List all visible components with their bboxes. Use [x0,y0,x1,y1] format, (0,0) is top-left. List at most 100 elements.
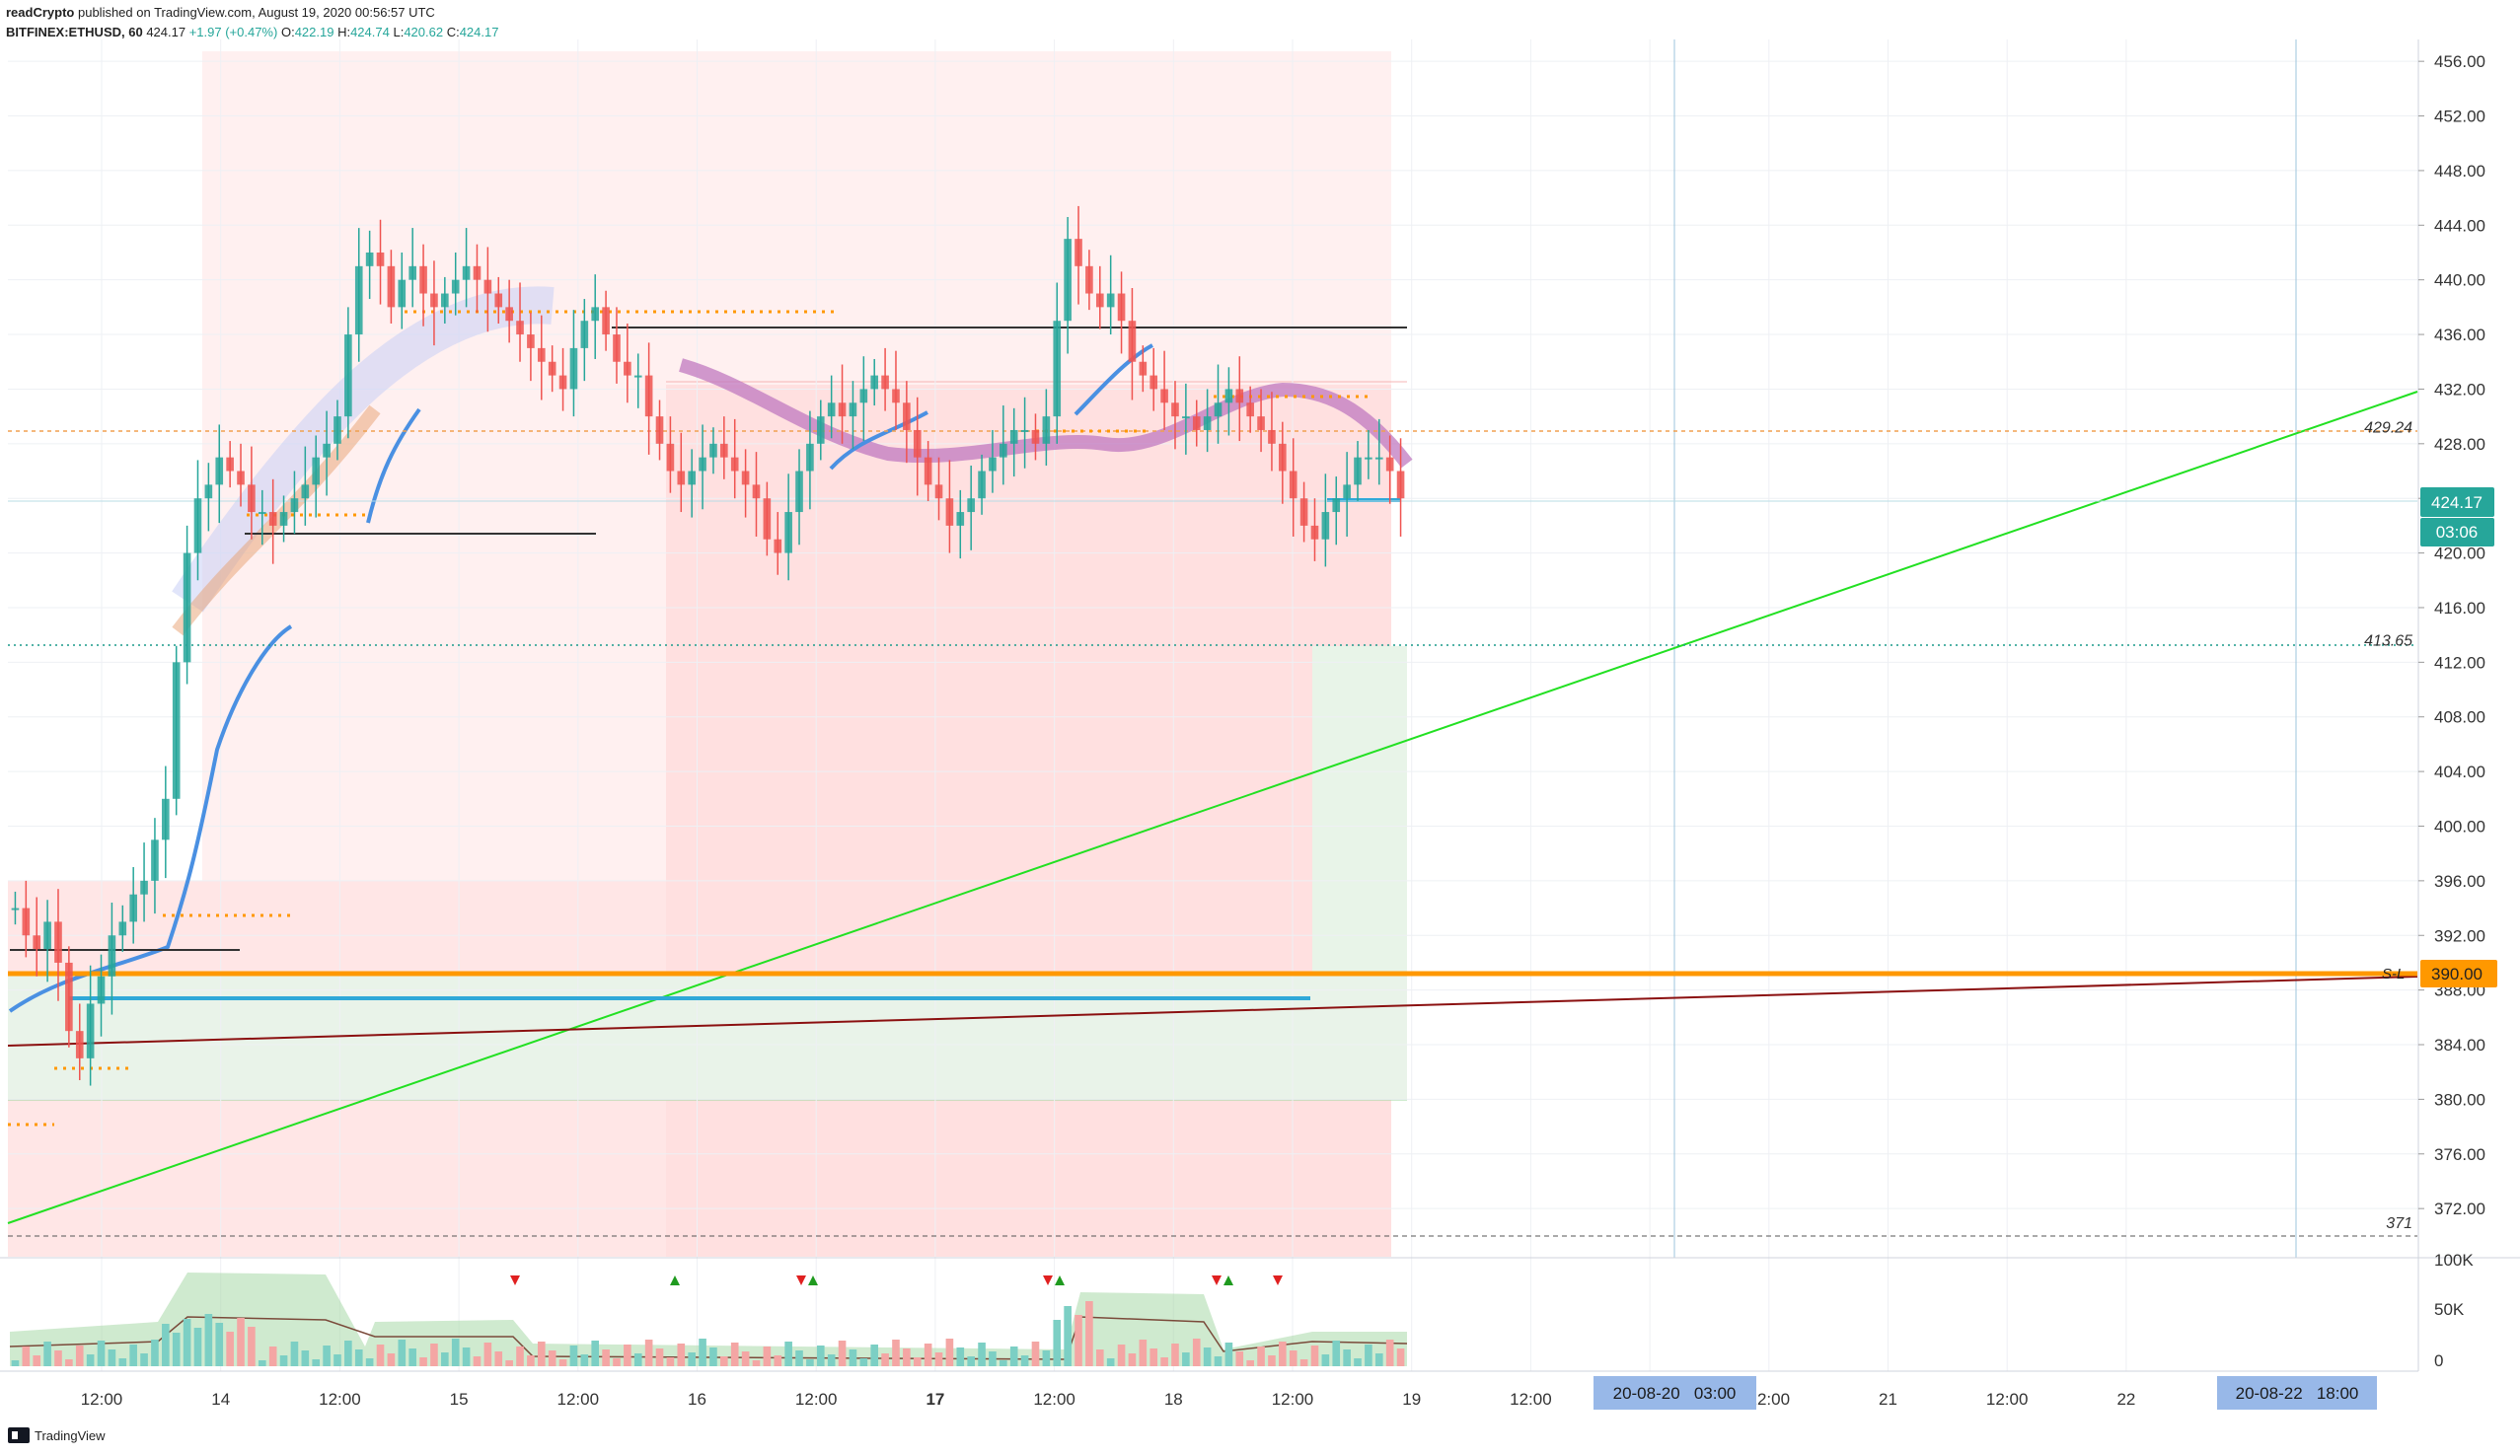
candle-body [1257,416,1265,430]
volume-bar [1000,1360,1007,1366]
candle-body [354,265,363,335]
candle-body [1171,402,1179,417]
sell-signal-icon [1043,1275,1053,1285]
date-highlight-2 [2217,1376,2377,1410]
candle-body [215,457,224,485]
volume-bar [1203,1347,1212,1366]
candle-body [774,539,782,553]
level-label: 429.24 [2364,420,2412,437]
candle-body [473,265,482,280]
price-tick-label: 380.00 [2434,1090,2485,1109]
volume-bar [108,1349,116,1366]
time-tick-label: 19 [1402,1390,1421,1409]
time-tick-label: 12:00 [319,1390,361,1409]
volume-bar [720,1356,728,1366]
volume-bar [1374,1353,1383,1366]
candle-body [1321,512,1330,540]
candle-body [1299,498,1308,526]
candle-body [75,1031,84,1058]
low-label: L: [393,25,405,39]
volume-bar [967,1356,975,1366]
candle-body [193,498,202,553]
publisher-name: readCrypto [6,5,75,20]
volume-bar [1085,1301,1093,1366]
volume-bar [1095,1349,1104,1366]
date-highlight-1-text: 20-08-20 03:00 [1613,1384,1737,1403]
candle-body [172,662,181,799]
price-tick-label: 444.00 [2434,216,2485,235]
volume-bar [172,1333,181,1366]
candle-body [279,512,288,526]
orange-cloud [172,404,381,636]
open-label: O: [280,25,295,39]
volume-bar [129,1345,137,1366]
time-tick-label: 12:00 [557,1390,600,1409]
volume-bar [1235,1351,1244,1366]
volume-bar [419,1357,427,1366]
volume-bar [624,1345,631,1366]
buy-signal-icon [808,1275,818,1285]
volume-bar [784,1342,792,1366]
sell-signal-icon [1212,1275,1222,1285]
candle-body [140,880,148,895]
published-text: published on TradingView.com, August 19,… [77,5,435,20]
candle-body [258,512,266,515]
candle-body [1203,416,1212,430]
candle-body [978,471,986,499]
candle-body [1343,484,1351,499]
candle-body [763,498,772,540]
volume-bar [237,1318,245,1366]
volume-bar [1385,1340,1394,1366]
candle-body [1310,525,1319,540]
volume-bar [1224,1343,1233,1366]
ema-line-2 [366,407,421,524]
candle-body [1374,457,1383,460]
candle-body [54,921,62,963]
volume-bar [290,1342,299,1366]
volume-bar [334,1354,341,1366]
last-price-text: 424.17 [2431,493,2483,512]
time-tick-label: 12:00 [1748,1390,1791,1409]
close-label: C: [446,25,460,39]
tradingview-logo[interactable]: TradingView [8,1427,106,1443]
candle-body [881,375,889,390]
candle-body [323,443,331,458]
volume-bar [602,1349,610,1366]
volume-bar [483,1343,492,1366]
time-axis[interactable]: 12:00 14 12:00 15 12:00 16 12:00 17 12:00 18 12:00… [81,1390,2136,1409]
candle-body [709,443,717,458]
candle-body [1214,402,1223,417]
candle-body [1106,293,1115,308]
price-axis[interactable]: 456.00 452.00 448.00 444.00 440.00 436.00 432.… [2418,52,2485,1370]
last-price-badge [2420,487,2494,517]
candle-body [419,265,427,294]
volume-bar [1321,1354,1330,1366]
volume-bar [1257,1347,1265,1366]
candle-body [624,361,631,376]
volume-bar [892,1340,900,1366]
candle-body [301,484,310,499]
candle-body [1235,389,1244,403]
candle-body [237,471,245,485]
candle-body [1365,457,1372,460]
volume-bar [279,1355,288,1366]
volume-bars [11,1301,1405,1366]
volume-bar [494,1351,503,1366]
volume-bar [989,1351,997,1366]
publish-line: readCrypto published on TradingView.com,… [6,3,498,23]
volume-bar [248,1327,256,1366]
candle-body [1075,239,1082,266]
volume-bar [1268,1355,1276,1366]
candle-body [989,457,997,472]
grid-lines [8,39,2418,1371]
volume-bar [462,1347,471,1366]
candle-body [677,471,686,485]
volume-bar [709,1347,717,1366]
volume-bar [268,1347,277,1366]
candle-body [1192,416,1201,430]
candle-body [398,279,407,308]
volume-bar [1009,1347,1018,1366]
candle-body [1354,457,1362,485]
buy-signal-icon [1055,1275,1065,1285]
